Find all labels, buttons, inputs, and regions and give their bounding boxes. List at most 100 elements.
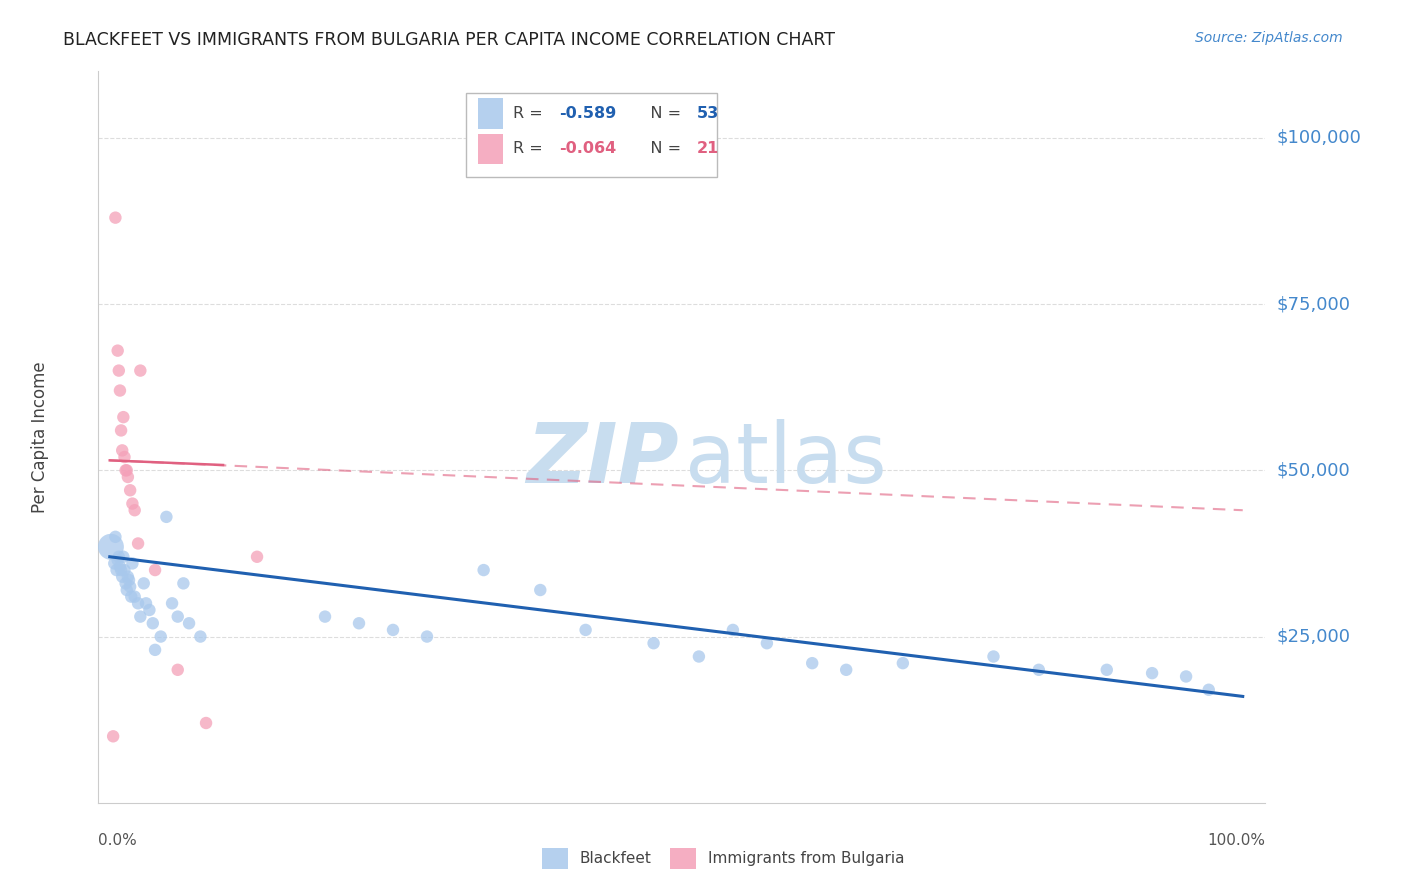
Point: [347, 616, 370, 631]
Point: [149, 630, 172, 644]
Text: -0.589: -0.589: [560, 106, 617, 121]
Point: [195, 716, 218, 731]
Point: [108, 363, 131, 377]
Point: [983, 649, 1005, 664]
Point: [166, 609, 188, 624]
Point: [114, 463, 136, 477]
Point: [314, 609, 336, 624]
Point: [104, 211, 127, 225]
Text: 100.0%: 100.0%: [1208, 833, 1265, 848]
Point: [124, 590, 146, 604]
Point: [127, 536, 149, 550]
Point: [755, 636, 778, 650]
Point: [688, 649, 710, 664]
Point: [143, 643, 166, 657]
Text: BLACKFEET VS IMMIGRANTS FROM BULGARIA PER CAPITA INCOME CORRELATION CHART: BLACKFEET VS IMMIGRANTS FROM BULGARIA PE…: [63, 31, 835, 49]
Text: 53: 53: [697, 106, 720, 121]
Point: [112, 549, 135, 564]
Point: [100, 540, 122, 554]
Text: N =: N =: [636, 106, 686, 121]
Point: [142, 616, 165, 631]
Point: [121, 497, 143, 511]
Point: [111, 443, 134, 458]
Text: -0.064: -0.064: [560, 142, 617, 156]
Point: [138, 603, 160, 617]
Point: [108, 384, 131, 398]
Point: [1198, 682, 1220, 697]
Point: [172, 576, 194, 591]
Point: [190, 630, 212, 644]
Point: [124, 503, 146, 517]
Point: [107, 553, 129, 567]
Text: 0.0%: 0.0%: [98, 833, 138, 848]
Point: [103, 557, 125, 571]
Point: [115, 463, 138, 477]
Point: [114, 563, 136, 577]
Point: [1028, 663, 1050, 677]
Text: 21: 21: [697, 142, 720, 156]
Point: [108, 549, 131, 564]
Point: [643, 636, 665, 650]
Point: [118, 573, 141, 587]
FancyBboxPatch shape: [478, 134, 503, 164]
Text: R =: R =: [513, 106, 547, 121]
Text: R =: R =: [513, 142, 547, 156]
Point: [112, 410, 135, 425]
Point: [101, 729, 124, 743]
Point: [120, 590, 142, 604]
FancyBboxPatch shape: [541, 848, 568, 869]
Text: Per Capita Income: Per Capita Income: [31, 361, 49, 513]
Point: [132, 576, 155, 591]
Point: [155, 509, 177, 524]
Point: [104, 530, 127, 544]
Point: [1095, 663, 1118, 677]
FancyBboxPatch shape: [478, 98, 503, 129]
Point: [1175, 669, 1198, 683]
Point: [129, 363, 152, 377]
Point: [108, 559, 131, 574]
Point: [107, 343, 129, 358]
Text: $25,000: $25,000: [1277, 628, 1351, 646]
Point: [114, 450, 136, 464]
Point: [835, 663, 858, 677]
Point: [472, 563, 495, 577]
Text: N =: N =: [636, 142, 686, 156]
Text: $100,000: $100,000: [1277, 128, 1361, 147]
Point: [246, 549, 269, 564]
Point: [105, 563, 128, 577]
Point: [115, 582, 138, 597]
Point: [114, 576, 136, 591]
Point: [160, 596, 183, 610]
Text: $50,000: $50,000: [1277, 461, 1350, 479]
Text: Source: ZipAtlas.com: Source: ZipAtlas.com: [1195, 31, 1343, 45]
FancyBboxPatch shape: [465, 94, 717, 178]
Point: [129, 609, 152, 624]
Point: [416, 630, 439, 644]
Point: [1140, 666, 1163, 681]
Text: ZIP: ZIP: [526, 418, 679, 500]
Point: [117, 570, 139, 584]
Point: [721, 623, 744, 637]
Text: $75,000: $75,000: [1277, 295, 1351, 313]
Point: [143, 563, 166, 577]
Text: atlas: atlas: [685, 418, 887, 500]
Point: [135, 596, 157, 610]
Point: [120, 580, 142, 594]
Point: [121, 557, 143, 571]
FancyBboxPatch shape: [671, 848, 696, 869]
Point: [111, 570, 134, 584]
Point: [127, 596, 149, 610]
Point: [575, 623, 598, 637]
Point: [801, 656, 824, 670]
Text: Blackfeet: Blackfeet: [579, 851, 651, 866]
Point: [177, 616, 200, 631]
Point: [166, 663, 188, 677]
Point: [117, 470, 139, 484]
Text: Immigrants from Bulgaria: Immigrants from Bulgaria: [707, 851, 904, 866]
Point: [382, 623, 405, 637]
Point: [529, 582, 551, 597]
Point: [110, 563, 132, 577]
Point: [120, 483, 142, 498]
Point: [110, 424, 132, 438]
Point: [891, 656, 914, 670]
